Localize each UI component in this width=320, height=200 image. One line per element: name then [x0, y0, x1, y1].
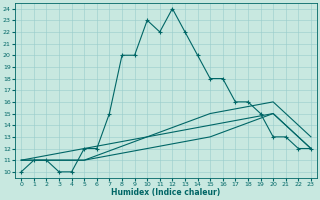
X-axis label: Humidex (Indice chaleur): Humidex (Indice chaleur)	[111, 188, 221, 197]
